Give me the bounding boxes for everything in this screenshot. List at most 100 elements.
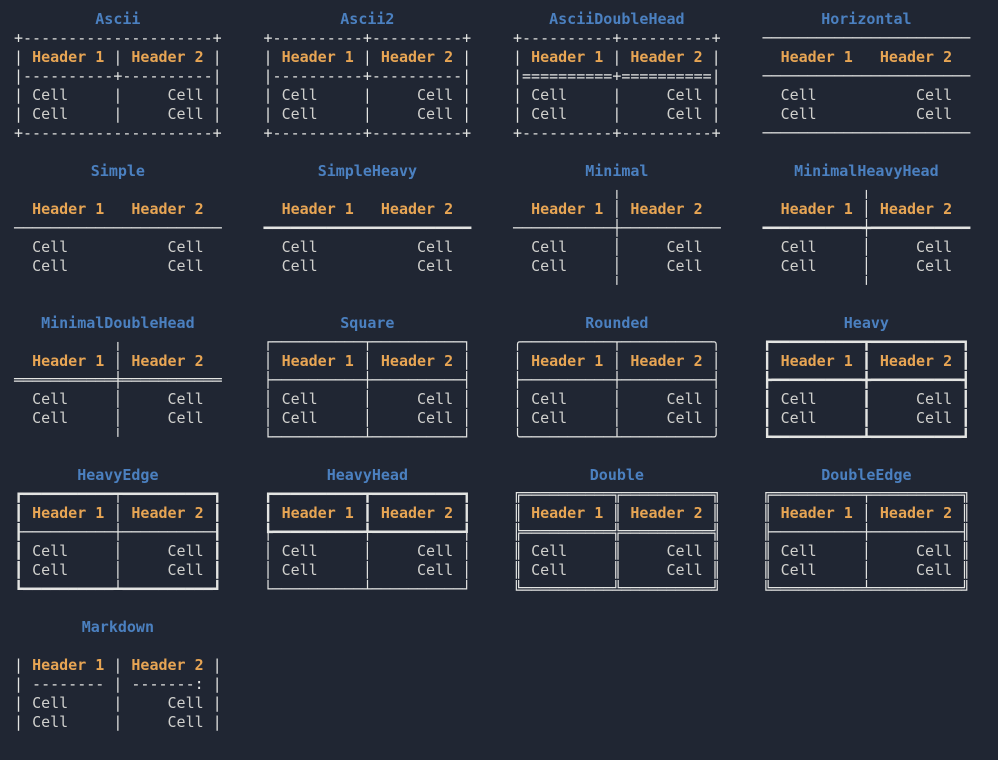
cell-text: Cell: [282, 238, 318, 256]
header-text: Header 1: [32, 352, 104, 370]
table-title: DoubleEdge: [763, 466, 971, 485]
table-title: HeavyHead: [264, 466, 472, 485]
header-text: Header 2: [880, 48, 952, 66]
header-text: Header 2: [131, 200, 203, 218]
header-text: Header 1: [531, 504, 603, 522]
header-text: Header 1: [32, 200, 104, 218]
table-body: ╷ Header 1 │ Header 2 ═══════════╪══════…: [14, 333, 222, 447]
cell-text: Cell: [32, 561, 68, 579]
table-body: +----------+----------+ | Header 1 | Hea…: [513, 29, 721, 143]
table-body: | Header 1 | Header 2 | | -------- | ---…: [14, 637, 222, 732]
header-text: Header 1: [781, 352, 853, 370]
box-style-table: MinimalDoubleHead ╷ Header 1 │ Header 2 …: [14, 314, 222, 447]
header-text: Header 2: [381, 352, 453, 370]
header-text: Header 1: [32, 48, 104, 66]
cell-text: Cell: [667, 238, 703, 256]
table-block: DoubleEdge ╔══════════╤══════════╗ ║ Hea…: [749, 456, 998, 608]
table-block: Minimal ╷ Header 1 │ Header 2 ──────────…: [499, 152, 749, 304]
header-text: Header 2: [381, 504, 453, 522]
table-body: ┏━━━━━━━━━━┯━━━━━━━━━━┓ ┃ Header 1 │ Hea…: [14, 485, 222, 599]
table-block: AsciiDoubleHead +----------+----------+ …: [499, 0, 749, 152]
table-block: Horizontal ─────────────────────── Heade…: [749, 0, 998, 152]
table-block: HeavyHead ┏━━━━━━━━━━┳━━━━━━━━━━┓ ┃ Head…: [250, 456, 500, 608]
cell-text: Cell: [168, 713, 204, 731]
cell-text: Cell: [531, 561, 567, 579]
table-block: Simple Header 1 Header 2 ───────────────…: [0, 152, 250, 304]
header-text: Header 2: [131, 48, 203, 66]
header-text: Header 2: [131, 656, 203, 674]
cell-text: Cell: [417, 390, 453, 408]
cell-text: Cell: [781, 561, 817, 579]
header-text: Header 1: [32, 656, 104, 674]
header-text: Header 1: [282, 48, 354, 66]
cell-text: Cell: [916, 409, 952, 427]
cell-text: Cell: [282, 390, 318, 408]
cell-text: Cell: [32, 713, 68, 731]
cell-text: Cell: [32, 694, 68, 712]
cell-text: Cell: [781, 86, 817, 104]
box-style-table: HeavyEdge ┏━━━━━━━━━━┯━━━━━━━━━━┓ ┃ Head…: [14, 466, 222, 599]
table-body: ╔══════════╤══════════╗ ║ Header 1 │ Hea…: [763, 485, 971, 599]
cell-text: Cell: [282, 257, 318, 275]
cell-text: Cell: [417, 105, 453, 123]
box-style-table: Ascii2 +----------+----------+ | Header …: [264, 10, 472, 143]
table-title: MinimalDoubleHead: [14, 314, 222, 333]
cell-text: Cell: [417, 257, 453, 275]
header-text: Header 2: [880, 352, 952, 370]
table-body: ╷ Header 1 │ Header 2 ───────────┼──────…: [513, 181, 721, 295]
table-title: Ascii: [14, 10, 222, 29]
header-text: Header 1: [531, 200, 603, 218]
header-text: Header 1: [282, 504, 354, 522]
cell-text: Cell: [168, 238, 204, 256]
table-title: Simple: [14, 162, 222, 181]
cell-text: Cell: [781, 542, 817, 560]
header-text: Header 2: [880, 200, 952, 218]
table-block: Heavy ┏━━━━━━━━━━┳━━━━━━━━━━┓ ┃ Header 1…: [749, 304, 998, 456]
cell-text: Cell: [417, 409, 453, 427]
cell-text: Cell: [417, 86, 453, 104]
box-style-table: SimpleHeavy Header 1 Header 2 ━━━━━━━━━━…: [264, 162, 472, 276]
table-block: HeavyEdge ┏━━━━━━━━━━┯━━━━━━━━━━┓ ┃ Head…: [0, 456, 250, 608]
box-style-table: Horizontal ─────────────────────── Heade…: [763, 10, 971, 143]
table-body: Header 1 Header 2 ━━━━━━━━━━━━━━━━━━━━━━…: [264, 181, 472, 276]
table-title: SimpleHeavy: [264, 162, 472, 181]
table-body: ┏━━━━━━━━━━┳━━━━━━━━━━┓ ┃ Header 1 ┃ Hea…: [763, 333, 971, 447]
cell-text: Cell: [667, 409, 703, 427]
cell-text: Cell: [417, 542, 453, 560]
cell-text: Cell: [781, 390, 817, 408]
table-body: ─────────────────────── Header 1 Header …: [763, 29, 971, 143]
table-block: Rounded ╭──────────┬──────────╮ │ Header…: [499, 304, 749, 456]
table-body: ╭──────────┬──────────╮ │ Header 1 │ Hea…: [513, 333, 721, 447]
cell-text: Cell: [168, 105, 204, 123]
table-body: +---------------------+ | Header 1 | Hea…: [14, 29, 222, 143]
table-title: AsciiDoubleHead: [513, 10, 721, 29]
table-title: Square: [264, 314, 472, 333]
cell-text: Cell: [531, 105, 567, 123]
cell-text: Cell: [168, 409, 204, 427]
box-style-table: Double ╔══════════╦══════════╗ ║ Header …: [513, 466, 721, 599]
cell-text: Cell: [282, 542, 318, 560]
cell-text: Cell: [168, 86, 204, 104]
table-block: Markdown | Header 1 | Header 2 | | -----…: [0, 608, 250, 760]
cell-text: Cell: [168, 390, 204, 408]
cell-text: Cell: [531, 542, 567, 560]
cell-text: Cell: [32, 105, 68, 123]
header-text: Header 2: [630, 504, 702, 522]
header-text: Header 1: [32, 504, 104, 522]
cell-text: Cell: [32, 542, 68, 560]
cell-text: Cell: [916, 561, 952, 579]
header-text: Header 2: [381, 48, 453, 66]
box-style-table: AsciiDoubleHead +----------+----------+ …: [513, 10, 721, 143]
cell-text: Cell: [667, 390, 703, 408]
box-style-table: DoubleEdge ╔══════════╤══════════╗ ║ Hea…: [763, 466, 971, 599]
table-body: Header 1 Header 2 ──────────────────────…: [14, 181, 222, 276]
cell-text: Cell: [531, 409, 567, 427]
cell-text: Cell: [417, 238, 453, 256]
table-title: Heavy: [763, 314, 971, 333]
box-style-table: Markdown | Header 1 | Header 2 | | -----…: [14, 618, 222, 732]
cell-text: Cell: [667, 257, 703, 275]
header-text: Header 1: [781, 200, 853, 218]
cell-text: Cell: [32, 257, 68, 275]
table-title: Markdown: [14, 618, 222, 637]
header-text: Header 2: [880, 504, 952, 522]
